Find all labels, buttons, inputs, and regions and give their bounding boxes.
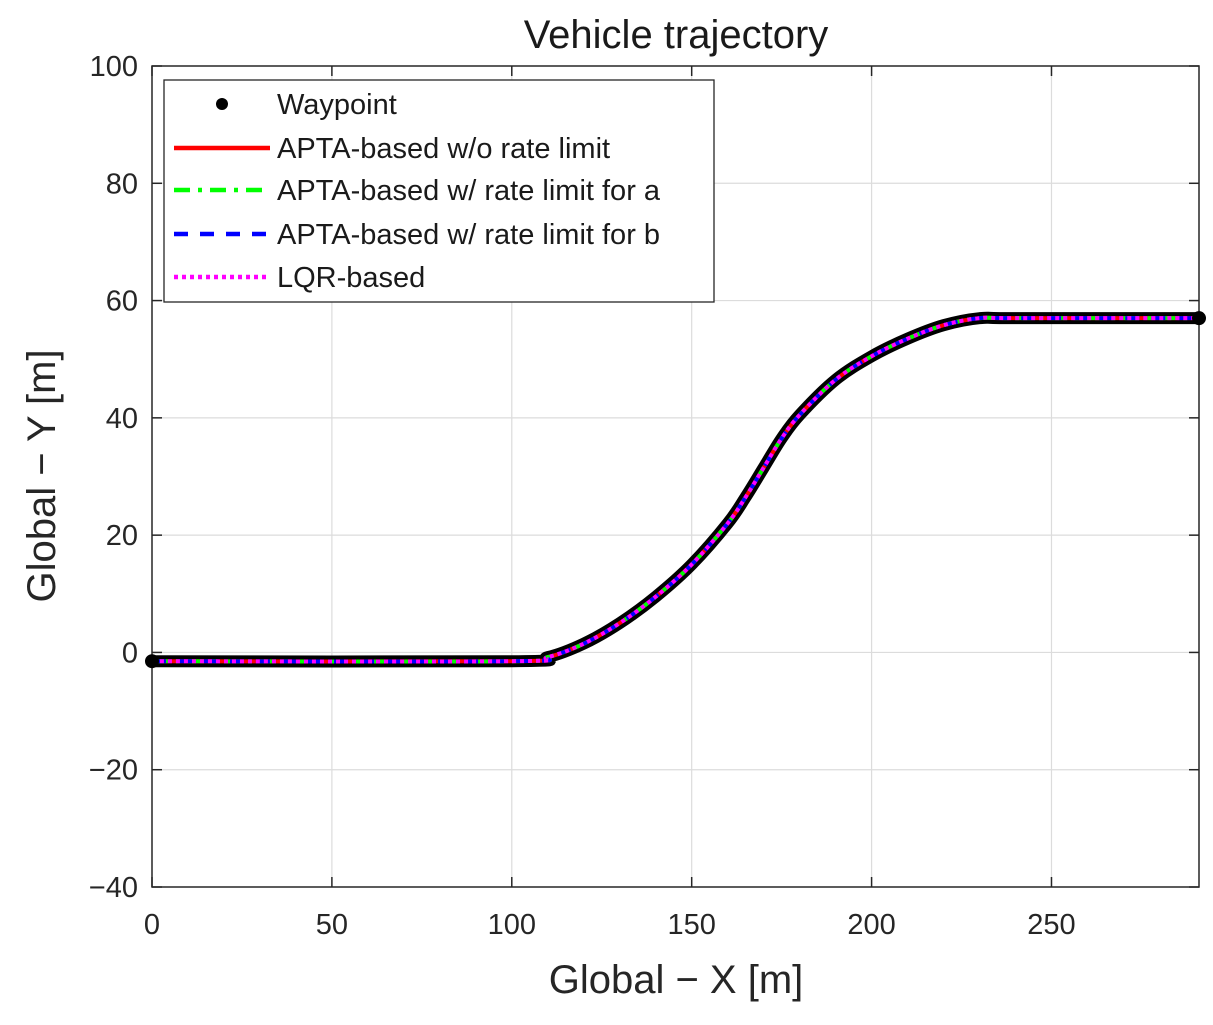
series-line-2	[152, 315, 1199, 664]
x-tick-label: 150	[667, 909, 715, 941]
legend-swatch-waypoint	[216, 98, 228, 110]
y-tick-label: 20	[106, 520, 138, 552]
legend-label-2: APTA-based w/o rate limit	[277, 133, 610, 165]
y-axis-label: Global − Y [m]	[20, 349, 64, 602]
y-tick-label: 80	[106, 168, 138, 200]
ticks	[151, 65, 1199, 888]
x-axis-label: Global − X [m]	[549, 958, 804, 1002]
legend-label-3: APTA-based w/ rate limit for a	[277, 175, 661, 207]
series-line-4	[152, 315, 1199, 664]
y-tick-label: −20	[89, 755, 138, 787]
x-tick-label: 0	[144, 909, 160, 941]
y-tick-label: 60	[106, 286, 138, 318]
y-tick-label: 100	[90, 51, 138, 83]
waypoint-end-point	[1192, 311, 1206, 326]
legend-label-1: Waypoint	[277, 89, 397, 121]
y-tick-label: 40	[106, 403, 138, 435]
legend-label-4: APTA-based w/ rate limit for b	[277, 219, 660, 251]
x-tick-label: 200	[847, 909, 895, 941]
x-tick-label: 100	[488, 909, 536, 941]
x-tick-label: 250	[1027, 909, 1075, 941]
legend-box	[163, 79, 715, 303]
series-line-3	[152, 315, 1199, 664]
plot-frame	[151, 65, 1200, 888]
series-line-1	[152, 311, 1199, 668]
y-tick-label: −40	[89, 872, 138, 904]
chart-title: Vehicle trajectory	[524, 13, 829, 57]
series-layer	[152, 311, 1199, 668]
y-tick-label: 0	[122, 637, 138, 669]
tick-labels: 0 50 100 150 200 250 −40 −20 0 20 40 60 80 100	[89, 51, 1076, 941]
waypoint-start-point	[145, 654, 159, 669]
x-tick-label: 50	[316, 909, 348, 941]
legend-label-5: LQR-based	[277, 262, 425, 294]
legend: Waypoint APTA-based w/o rate limit APTA-ba…	[163, 79, 715, 303]
series-line-5	[152, 315, 1199, 664]
